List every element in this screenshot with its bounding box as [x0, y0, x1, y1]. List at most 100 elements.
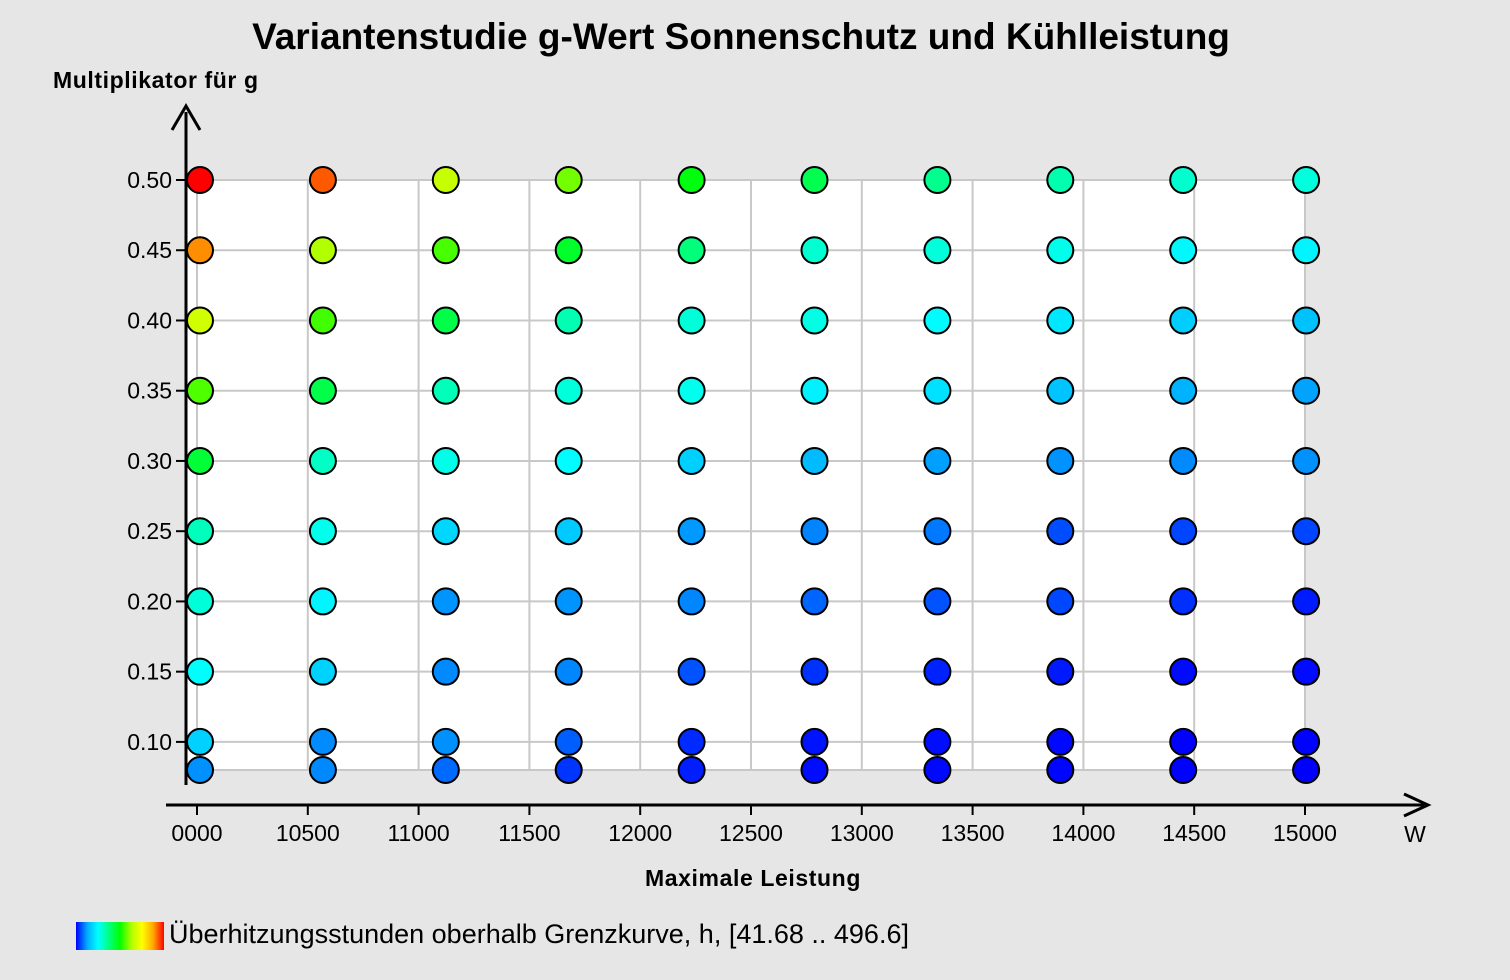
data-point [923, 446, 952, 475]
data-point [677, 446, 706, 475]
data-point [431, 517, 460, 546]
data-point [677, 236, 706, 265]
data-point [1046, 756, 1075, 784]
data-point [431, 306, 460, 335]
data-point [800, 756, 829, 784]
x-tick-label: 13500 [941, 820, 1005, 846]
data-point [1046, 657, 1075, 686]
data-point [554, 587, 583, 616]
data-point [1292, 236, 1321, 265]
data-point [923, 236, 952, 265]
y-tick-label: 0.15 [127, 659, 172, 685]
data-point [186, 657, 214, 686]
data-point [1046, 306, 1075, 335]
y-tick-label: 0.35 [127, 378, 172, 404]
data-point [923, 727, 952, 756]
data-point [677, 306, 706, 335]
data-point [308, 587, 337, 616]
data-point [1292, 446, 1321, 475]
data-point [1292, 376, 1321, 405]
data-point [1046, 166, 1075, 194]
data-point [1046, 376, 1075, 405]
data-point [554, 306, 583, 335]
data-point [1169, 306, 1198, 335]
tick-labels: 0.50 0.45 0.40 0.35 0.30 0.25 0.20 0.15 0.10 0000… [127, 167, 1337, 846]
x-tick-label: 12500 [719, 820, 783, 846]
x-tick-label: 14000 [1051, 820, 1115, 846]
y-tick-label: 0.20 [127, 588, 172, 614]
y-tick-label: 0.50 [127, 167, 172, 193]
data-point [1169, 587, 1198, 616]
data-point [431, 756, 460, 784]
data-point [923, 376, 952, 405]
data-point [1046, 236, 1075, 265]
data-point [1046, 446, 1075, 475]
data-point [1292, 756, 1321, 784]
data-point [554, 727, 583, 756]
data-point [1046, 517, 1075, 546]
data-point [923, 306, 952, 335]
data-point [431, 587, 460, 616]
y-tick-label: 0.10 [127, 729, 172, 755]
data-point [186, 587, 214, 616]
data-point [923, 517, 952, 546]
x-axis-title: Maximale Leistung [645, 865, 861, 891]
data-point [1169, 517, 1198, 546]
data-point [923, 587, 952, 616]
data-point [677, 657, 706, 686]
y-tick-label: 0.45 [127, 237, 172, 263]
x-tick-label: 0000 [171, 820, 222, 846]
legend-label: Überhitzungsstunden oberhalb Grenzkurve,… [169, 919, 909, 949]
x-tick-label: 12000 [608, 820, 672, 846]
data-point [431, 236, 460, 265]
x-tick-label: 13000 [830, 820, 894, 846]
data-point [1292, 166, 1321, 194]
data-point [800, 376, 829, 405]
grid-lines [186, 179, 1306, 771]
data-point [186, 166, 214, 194]
y-axis-arrow [170, 103, 202, 131]
data-point [186, 727, 214, 756]
data-point [677, 166, 706, 194]
plot-background [186, 180, 1306, 770]
x-axis-unit: W [1404, 821, 1426, 847]
data-point [1169, 657, 1198, 686]
data-point [677, 756, 706, 784]
data-point [554, 517, 583, 546]
legend-colorbar [76, 922, 164, 950]
data-point [186, 306, 214, 335]
data-point [1292, 517, 1321, 546]
data-point [1292, 587, 1321, 616]
data-point [677, 376, 706, 405]
data-point [186, 376, 214, 405]
y-tick-label: 0.25 [127, 518, 172, 544]
data-point [1046, 727, 1075, 756]
x-tick-label: 10500 [276, 820, 340, 846]
data-point [800, 446, 829, 475]
data-point [1292, 306, 1321, 335]
data-point [308, 657, 337, 686]
data-point [308, 166, 337, 194]
data-point [431, 657, 460, 686]
data-point [1292, 727, 1321, 756]
data-point [431, 727, 460, 756]
data-point [1169, 236, 1198, 265]
data-point [431, 446, 460, 475]
x-tick-label: 14500 [1162, 820, 1226, 846]
x-tick-label: 11000 [387, 820, 449, 846]
data-point [677, 587, 706, 616]
data-point [800, 166, 829, 194]
data-point [923, 756, 952, 784]
data-point [308, 306, 337, 335]
data-point [186, 756, 214, 784]
data-point [923, 657, 952, 686]
data-point [800, 587, 829, 616]
data-point [1169, 727, 1198, 756]
data-point [800, 236, 829, 265]
data-point [800, 727, 829, 756]
data-point [431, 376, 460, 405]
x-axis-arrow [1403, 792, 1432, 818]
data-point [554, 166, 583, 194]
